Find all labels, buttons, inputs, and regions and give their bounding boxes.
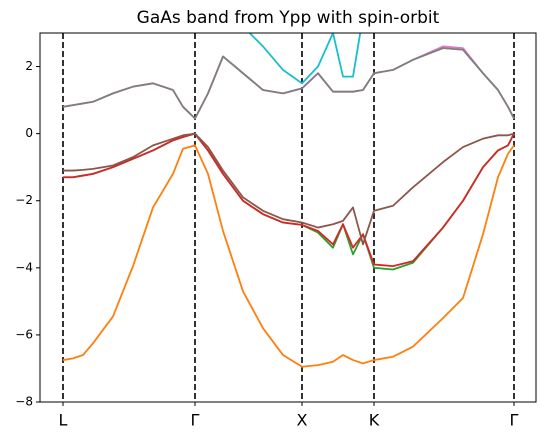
band-line [63, 132, 515, 246]
x-tick-label: Γ [191, 411, 200, 430]
y-tick-label: −8 [15, 395, 33, 409]
plot-area [62, 33, 515, 402]
y-tick-label: 0 [25, 126, 33, 140]
band-line [62, 45, 515, 120]
chart-title: GaAs band from Ypp with spin-orbit [137, 8, 440, 28]
y-tick-label: −4 [15, 260, 33, 274]
band-line [62, 144, 515, 368]
x-tick-label: L [59, 411, 68, 430]
x-tick-label: K [369, 411, 380, 430]
band-line [63, 132, 515, 268]
y-tick-label: 2 [25, 59, 33, 73]
axes-frame [39, 32, 537, 403]
y-tick-label: −6 [15, 327, 33, 341]
band-line [62, 47, 515, 120]
x-tick-label: Γ [510, 411, 519, 430]
band-line [248, 33, 362, 85]
x-tick-label: X [297, 411, 308, 430]
y-tick-label: −2 [15, 193, 33, 207]
band-line [63, 132, 515, 271]
